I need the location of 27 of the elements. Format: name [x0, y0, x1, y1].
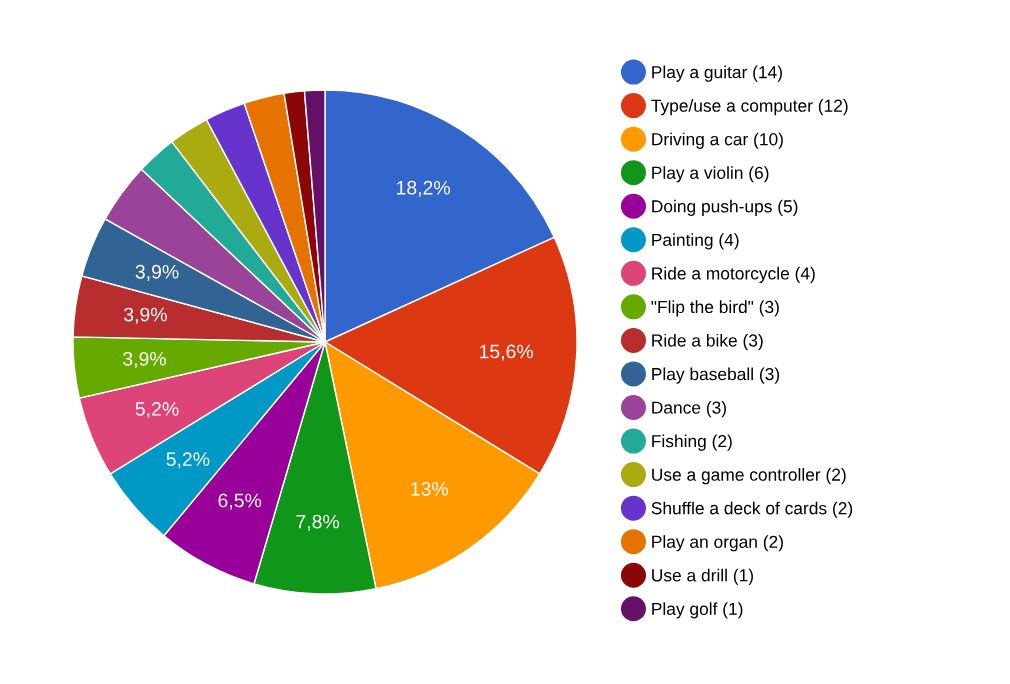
legend-label: Ride a motorcycle (4) — [652, 266, 815, 283]
legend-label: Type/use a computer (12) — [651, 99, 848, 116]
data-label: 13% — [411, 481, 449, 496]
data-label: 7,8% — [296, 514, 340, 531]
data-label: 5,2% — [135, 402, 179, 419]
legend-label: Play golf (1) — [652, 602, 743, 619]
legend-label: Play an organ (2) — [652, 535, 783, 552]
legend-label: Use a drill (1) — [652, 568, 753, 585]
legend-label: Fishing (2) — [652, 434, 732, 451]
legend-label: "Flip the bird" (3) — [651, 300, 779, 317]
legend-label: Ride a bike (3) — [652, 333, 763, 351]
legend-label: Play a violin (6) — [652, 166, 769, 183]
data-label: 15,6% — [480, 344, 533, 361]
data-label: 5,2% — [166, 452, 210, 469]
legend-label: Play a guitar (14) — [652, 65, 782, 82]
legend-label: Dance (3) — [652, 401, 726, 418]
legend-label: Driving a car (10) — [652, 132, 783, 149]
legend-label: Play baseball (3) — [652, 367, 780, 384]
data-label: 3,9% — [123, 351, 166, 368]
data-label: 3,9% — [135, 264, 179, 281]
data-label: 3,9% — [123, 307, 167, 324]
legend-label: Use a game controller (2) — [652, 468, 846, 485]
data-label: 6,5% — [218, 493, 262, 510]
legend-label: Shuffle a deck of cards (2) — [651, 501, 853, 518]
legend-label: Painting (4) — [652, 233, 739, 250]
legend-label: Doing push-ups (5) — [652, 199, 798, 216]
data-label: 18,2% — [397, 180, 450, 197]
